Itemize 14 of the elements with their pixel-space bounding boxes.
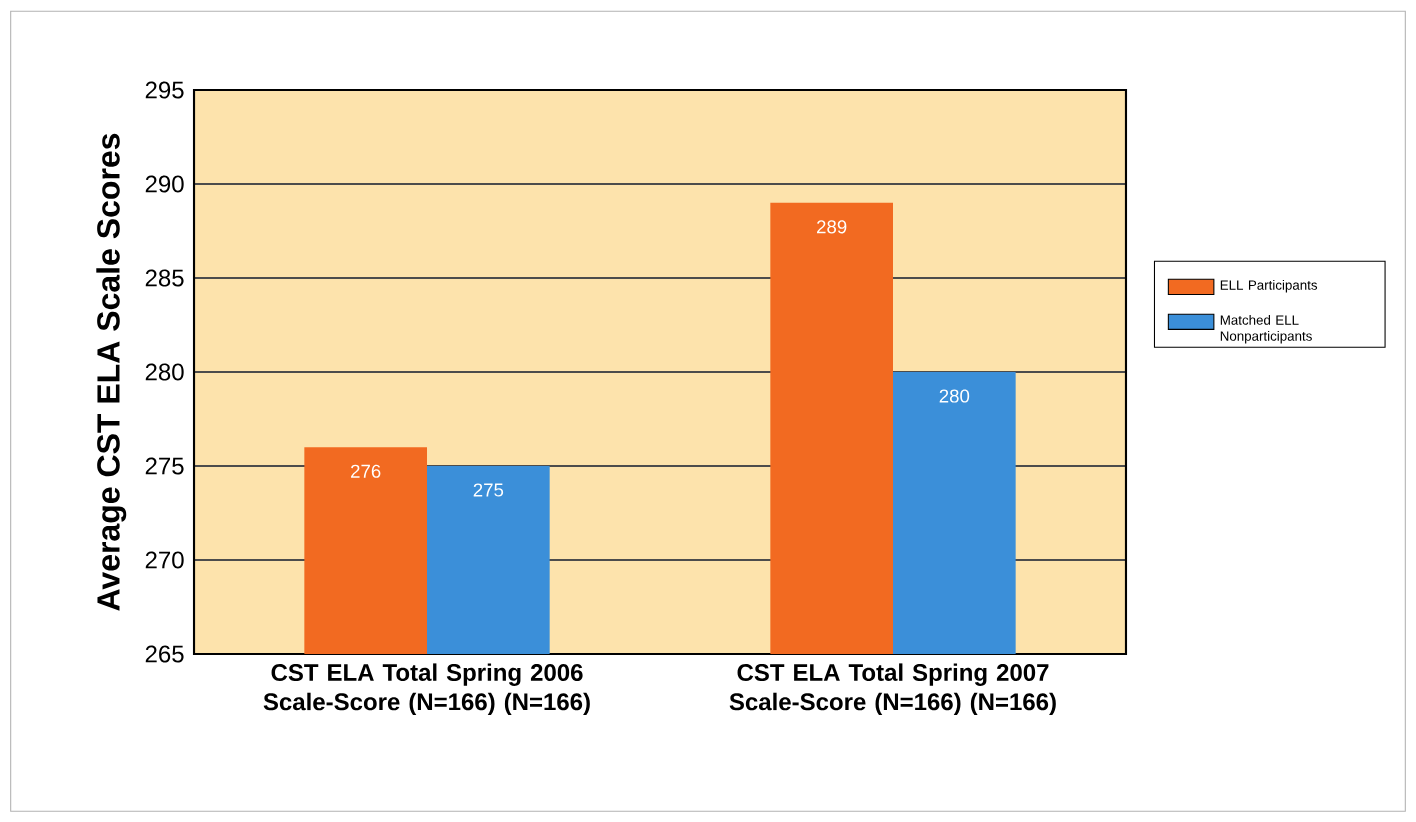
y-tick-label: 270 <box>145 551 184 569</box>
y-tick-label: 290 <box>145 175 184 193</box>
y-tick-label: 285 <box>145 269 184 287</box>
y-tick-label: 280 <box>145 363 184 381</box>
data-label: 289 <box>817 220 847 234</box>
data-label: 276 <box>351 464 381 478</box>
x-tick-label: CST ELA Total Spring 2007 Scale-Score (N=166) (N=166) <box>729 663 1056 716</box>
y-tick-label: 275 <box>145 457 184 475</box>
y-tick-label: 265 <box>145 645 184 663</box>
data-label: 280 <box>939 389 970 403</box>
y-tick-label: 295 <box>145 81 184 99</box>
data-label: 275 <box>473 483 504 497</box>
y-axis-title: Average CST ELA Scale Scores <box>96 133 127 611</box>
x-tick-label: CST ELA Total Spring 2006 Scale-Score (N=166) (N=166) <box>263 663 590 716</box>
